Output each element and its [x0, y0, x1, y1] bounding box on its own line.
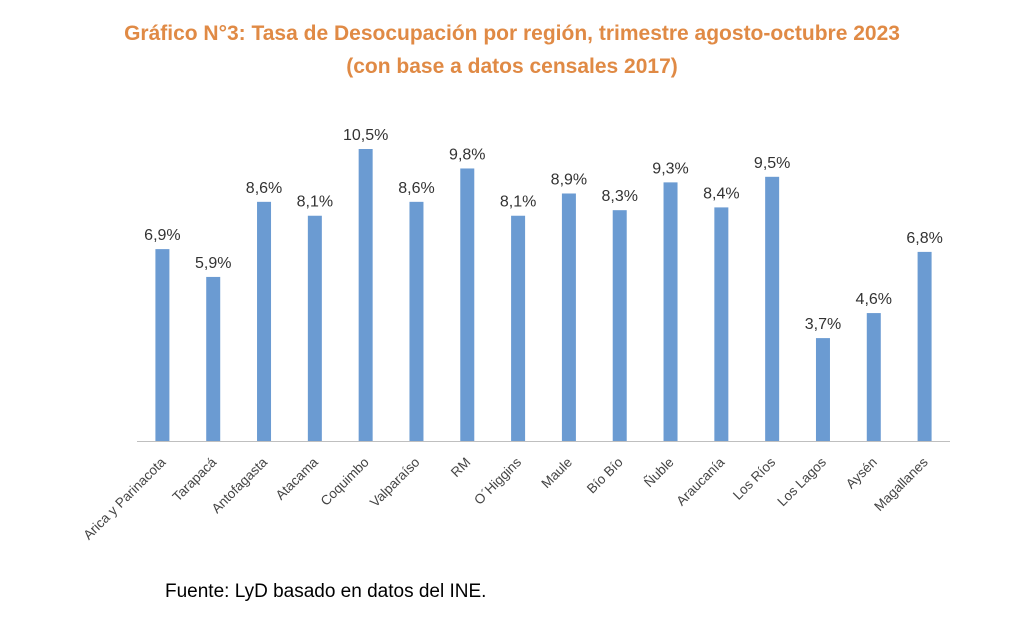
x-tick-label: Aysén	[843, 455, 880, 492]
data-label: 6,9%	[144, 227, 180, 244]
bar	[155, 249, 170, 441]
x-tick-label: Valparaíso	[367, 455, 423, 511]
x-tick-label: Ñuble	[641, 455, 677, 491]
data-label: 8,3%	[601, 188, 637, 205]
x-tick-label: Bío Bío	[584, 455, 626, 497]
bar	[765, 176, 780, 442]
data-label: 8,4%	[703, 185, 739, 202]
bar	[866, 313, 881, 441]
x-tick-label: Araucanía	[673, 454, 727, 508]
bar	[409, 201, 424, 441]
x-tick-label: O´Higgins	[471, 454, 524, 507]
x-tick-label: Maule	[538, 455, 575, 492]
data-label: 8,9%	[551, 171, 587, 188]
bar	[257, 201, 272, 441]
bar	[612, 210, 627, 441]
bar	[815, 338, 830, 441]
x-tick-label: Tarapacá	[169, 454, 219, 504]
bar	[663, 182, 678, 441]
bar	[714, 207, 729, 441]
x-tick-label: Magallanes	[871, 454, 931, 514]
data-label: 8,6%	[246, 180, 282, 197]
x-tick-label: Coquimbo	[318, 455, 372, 509]
bar	[206, 276, 221, 441]
bar	[917, 251, 932, 441]
data-label: 8,1%	[297, 194, 333, 211]
data-label: 8,1%	[500, 194, 536, 211]
bar	[511, 215, 526, 441]
x-tick-label: Arica y Parinacota	[80, 454, 168, 542]
bar	[358, 149, 373, 441]
data-label: 6,8%	[906, 230, 942, 247]
x-tick-label: RM	[448, 455, 473, 480]
data-label: 10,5%	[343, 127, 388, 144]
x-tick-label: Atacama	[273, 454, 322, 503]
data-label: 5,9%	[195, 255, 231, 272]
x-tick-label: Antofagasta	[209, 454, 271, 516]
bar	[561, 193, 576, 441]
bar	[307, 215, 322, 441]
data-label: 8,6%	[398, 180, 434, 197]
x-tick-label: Los Ríos	[730, 454, 778, 502]
data-label: 4,6%	[856, 291, 892, 308]
source-note: Fuente: LyD basado en datos del INE.	[165, 581, 487, 602]
bar	[460, 168, 475, 441]
data-label: 9,3%	[652, 160, 688, 177]
data-label: 3,7%	[805, 316, 841, 333]
chart-subtitle: (con base a datos censales 2017)	[346, 55, 678, 78]
chart-title: Gráfico N°3: Tasa de Desocupación por re…	[124, 22, 900, 45]
x-tick-label: Los Lagos	[774, 454, 829, 509]
data-label: 9,8%	[449, 146, 485, 163]
data-label: 9,5%	[754, 155, 790, 172]
